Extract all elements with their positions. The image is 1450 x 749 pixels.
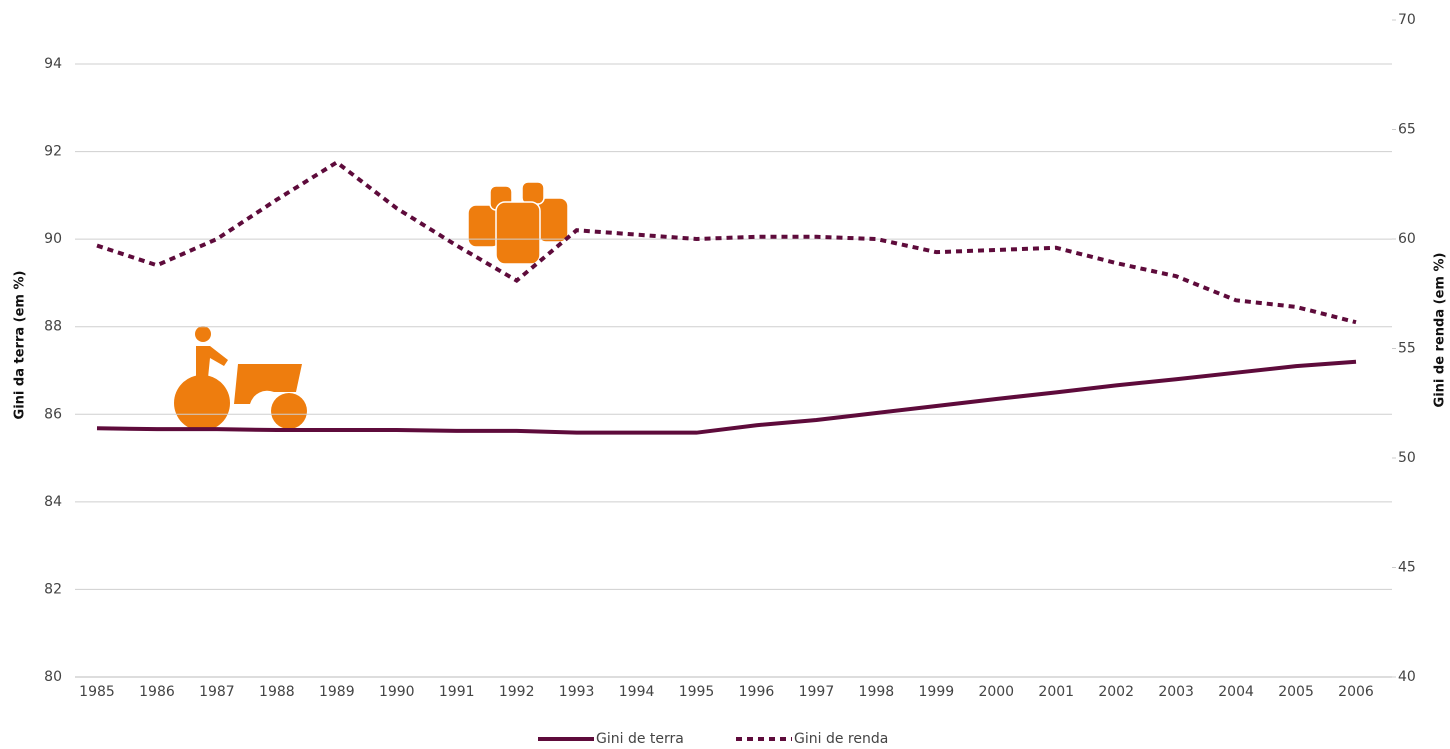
x-tick-label: 1988 <box>259 684 295 700</box>
x-tick-label: 1999 <box>919 684 955 700</box>
series-line <box>96 359 1357 435</box>
legend-label: Gini de terra <box>596 731 684 747</box>
x-tick-label: 1991 <box>439 684 475 700</box>
x-tick-label: 2001 <box>1038 684 1074 700</box>
x-tick-label: 2002 <box>1098 684 1134 700</box>
y-axis-title: Gini da terra (em %) <box>13 271 28 420</box>
x-tick-label: 1995 <box>679 684 715 700</box>
x-tick-label: 1996 <box>739 684 775 700</box>
x-tick-label: 2005 <box>1278 684 1314 700</box>
y2-tick-label: 55 <box>1398 341 1416 357</box>
series-line <box>96 159 1357 325</box>
x-tick-label: 2003 <box>1158 684 1194 700</box>
y-tick-label: 86 <box>44 406 62 422</box>
legend-label: Gini de renda <box>794 731 888 747</box>
y2-tick-label: 60 <box>1398 231 1416 247</box>
x-tick-label: 2000 <box>978 684 1014 700</box>
y-tick-label: 94 <box>44 56 62 72</box>
x-tick-label: 1994 <box>619 684 655 700</box>
x-tick-label: 1998 <box>859 684 895 700</box>
x-tick-label: 1992 <box>499 684 535 700</box>
y2-tick-label: 50 <box>1398 450 1416 466</box>
y-tick-label: 84 <box>44 494 62 510</box>
y-tick-label: 92 <box>44 144 62 160</box>
x-tick-label: 1986 <box>139 684 175 700</box>
x-tick-label: 2006 <box>1338 684 1374 700</box>
x-tick-label: 1997 <box>799 684 835 700</box>
x-tick-label: 1993 <box>559 684 595 700</box>
y-tick-label: 82 <box>44 581 62 597</box>
y2-tick-label: 70 <box>1398 12 1416 28</box>
y2-tick-label: 40 <box>1398 669 1416 685</box>
y-tick-label: 80 <box>44 669 62 685</box>
x-tick-label: 1985 <box>79 684 115 700</box>
y-tick-label: 88 <box>44 319 62 335</box>
y2-tick-label: 65 <box>1398 122 1416 138</box>
tractor-icon <box>174 326 307 431</box>
x-tick-label: 1990 <box>379 684 415 700</box>
coins-icon <box>467 181 569 265</box>
y2-tick-label: 45 <box>1398 560 1416 576</box>
y2-axis-title: Gini de renda (em %) <box>1433 253 1448 408</box>
x-tick-label: 1989 <box>319 684 355 700</box>
x-tick-label: 1987 <box>199 684 235 700</box>
y-tick-label: 90 <box>44 231 62 247</box>
x-tick-label: 2004 <box>1218 684 1254 700</box>
